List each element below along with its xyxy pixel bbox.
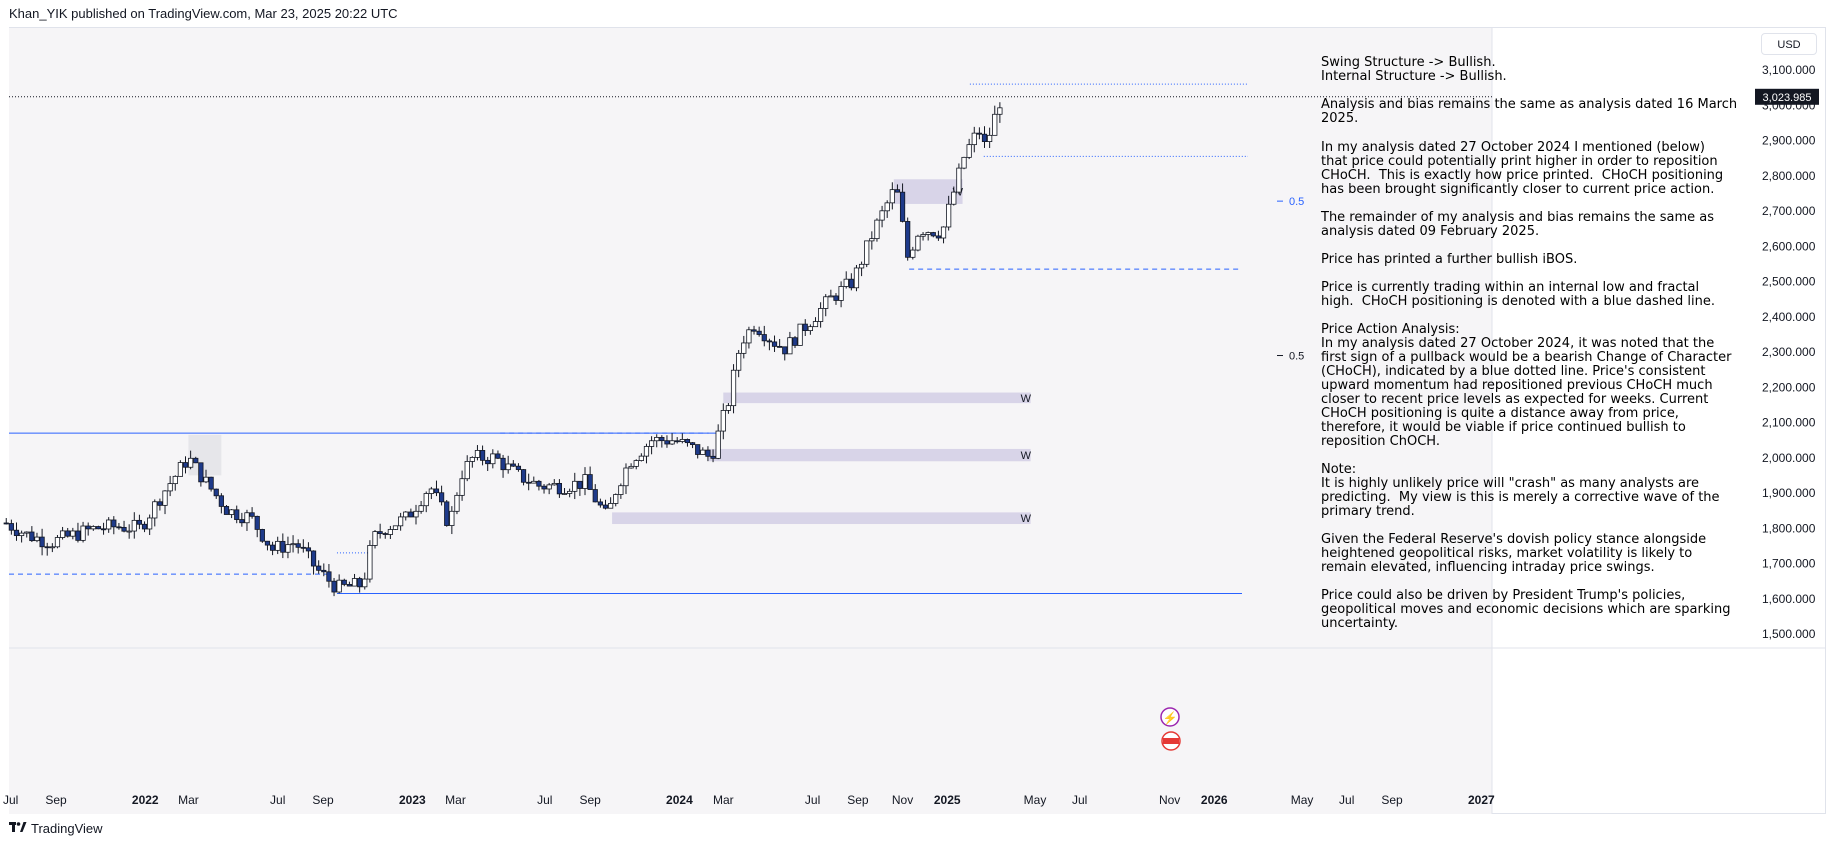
note-p1: Analysis and bias remains the same as an… xyxy=(1321,97,1738,126)
tradingview-logo-icon xyxy=(9,821,27,836)
footer-logo-text: TradingView xyxy=(31,821,103,836)
published-line: Khan_YIK published on TradingView.com, M… xyxy=(9,6,398,21)
note-p6: Price Action Analysis: In my analysis da… xyxy=(1321,322,1732,449)
volume: Vol1.53 M xyxy=(608,34,662,48)
note-structure: Swing Structure -> Bullish. Internal Str… xyxy=(1321,55,1507,84)
currency-button[interactable]: USD xyxy=(1761,33,1817,55)
footer-branding[interactable]: TradingView xyxy=(9,821,103,836)
symbol-info-bar: Gold Spot / U.S. Dollar · 1W · OANDA O2,… xyxy=(18,34,666,48)
ohlc-close: C3,023.985 xyxy=(435,34,498,48)
bearish-candle xyxy=(3,522,9,525)
note-p4: Price has printed a further bullish iBOS… xyxy=(1321,252,1578,267)
note-p7: Note: It is highly unlikely price will "… xyxy=(1321,462,1720,519)
ohlc-open: O2,988.225 xyxy=(228,34,292,48)
note-p3: The remainder of my analysis and bias re… xyxy=(1321,210,1715,239)
note-p8: Given the Federal Reserve's dovish polic… xyxy=(1321,532,1707,575)
note-p2: In my analysis dated 27 October 2024 I m… xyxy=(1321,140,1724,197)
symbol-title[interactable]: Gold Spot / U.S. Dollar · 1W · OANDA xyxy=(18,34,222,48)
price-change: +39.075 (+1.31%) xyxy=(505,34,602,48)
ohlc-low: L2,982.340 xyxy=(368,34,429,48)
note-p5: Price is currently trading within an int… xyxy=(1321,280,1715,309)
ohlc-high: H3,057.590 xyxy=(298,34,361,48)
note-p9: Price could also be driven by President … xyxy=(1321,588,1731,631)
